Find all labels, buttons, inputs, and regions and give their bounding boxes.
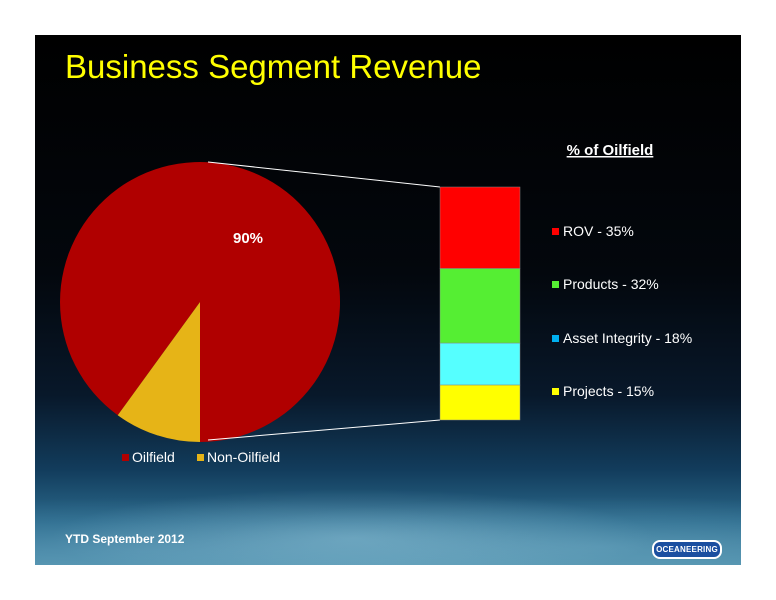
charts-canvas: 90% Oilfield Non-Oilfield % of Oilfield ROV …	[60, 142, 692, 465]
bar-legend-label-products-32: Products - 32%	[563, 276, 659, 292]
pie-legend-swatch-oilfield	[122, 454, 129, 461]
pie-slice-oilfield	[60, 162, 341, 442]
bar-legend-label-projects-15: Projects - 15%	[563, 383, 654, 399]
bar-legend-swatch-asset-integrity-18	[552, 335, 559, 342]
bar-segment-projects-15	[439, 384, 521, 421]
footer-date: YTD September 2012	[65, 532, 185, 546]
oceaneering-logo: OCEANEERING	[652, 540, 722, 559]
bar-legend-swatch-rov-35	[552, 228, 559, 235]
pie-legend-label-oilfield: Oilfield	[132, 449, 175, 465]
slide: Business Segment Revenue 90% Oilfield Non-…	[35, 35, 741, 565]
slide-title: Business Segment Revenue	[65, 48, 482, 85]
pie-slice-non-oilfield	[117, 302, 200, 442]
bar-chart-title: % of Oilfield	[567, 142, 654, 159]
connector-line-bottom	[207, 419, 441, 441]
bar-legend-swatch-products-32	[552, 281, 559, 288]
bar-legend-label-rov-35: ROV - 35%	[563, 223, 634, 239]
bar-legend-label-asset-integrity-18: Asset Integrity - 18%	[563, 330, 692, 346]
connector-line-top	[207, 161, 441, 188]
bar-segment-products-32	[439, 268, 521, 344]
bar-segment-rov-35	[439, 186, 521, 269]
pie-legend-label-non-oilfield: Non-Oilfield	[207, 449, 280, 465]
bar-segment-asset-integrity-18	[439, 342, 521, 386]
seafloor-background	[35, 475, 741, 565]
bar-legend-swatch-projects-15	[552, 388, 559, 395]
pie-legend-swatch-non-oilfield	[197, 454, 204, 461]
pie-data-label-oilfield: 90%	[233, 230, 263, 247]
